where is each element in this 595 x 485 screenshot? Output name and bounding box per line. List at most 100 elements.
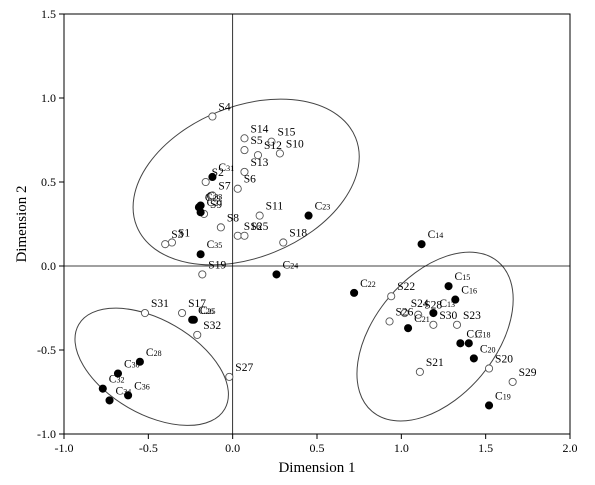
- label-c20: C20: [480, 343, 496, 355]
- x-tick-label: 0.0: [225, 441, 240, 455]
- point-s6: [233, 184, 242, 193]
- label-c14: C14: [428, 229, 444, 241]
- point-s4: [208, 112, 217, 121]
- label-s21: S21: [426, 357, 444, 369]
- point-s22: [387, 292, 396, 301]
- label-s15: S15: [277, 127, 295, 139]
- point-c19: [484, 401, 494, 410]
- label-c21: C21: [414, 313, 430, 325]
- label-s5: S5: [250, 135, 262, 147]
- label-c36: C36: [134, 380, 150, 392]
- cluster-ellipse: [74, 307, 229, 426]
- y-axis-ticks: -1.0 -0.5 0.0 0.5 1.0 1.5: [37, 7, 64, 441]
- point-s7: [208, 191, 217, 200]
- label-s26: S26: [396, 306, 414, 318]
- label-c13: C13: [439, 298, 455, 310]
- label-s7: S7: [218, 180, 230, 192]
- label-s3: S3: [171, 229, 183, 241]
- label-c28: C28: [146, 347, 162, 359]
- label-s19: S19: [208, 259, 226, 271]
- label-s16: S16: [244, 221, 262, 233]
- point-s2: [201, 177, 210, 187]
- point-c36: [124, 391, 133, 400]
- label-c32: C32: [109, 374, 125, 386]
- label-s13: S13: [250, 157, 268, 169]
- label-c16: C16: [461, 285, 477, 297]
- y-tick-label: -0.5: [37, 343, 56, 357]
- x-tick-label: 1.5: [478, 441, 493, 455]
- point-s16: [233, 231, 242, 240]
- label-c18: C18: [475, 328, 491, 340]
- point-c35: [196, 250, 205, 259]
- point-s21: [415, 367, 424, 376]
- cluster-ellipse: [132, 98, 360, 266]
- label-s14: S14: [250, 123, 268, 135]
- y-tick-label: 0.0: [41, 259, 56, 273]
- point-s3: [161, 240, 170, 249]
- point-c20: [469, 354, 478, 363]
- label-c34: C34: [116, 385, 132, 397]
- label-c24: C24: [283, 259, 299, 271]
- point-s13: [240, 167, 249, 176]
- point-s20: [484, 364, 494, 373]
- point-s17: [178, 308, 187, 318]
- point-s28: [414, 310, 423, 319]
- x-axis-ticks: -1.0 -0.5 0.0 0.5 1.0 1.5 2.0: [55, 434, 578, 455]
- plot-frame: [63, 13, 571, 435]
- label-s29: S29: [519, 367, 537, 379]
- point-s25: [240, 231, 249, 240]
- point-s24: [400, 308, 409, 318]
- label-s9: S9: [210, 199, 222, 211]
- point-c21: [404, 324, 413, 333]
- label-s10: S10: [286, 138, 304, 150]
- point-c22: [350, 288, 359, 297]
- label-s24: S24: [411, 298, 429, 310]
- label-s23: S23: [463, 310, 481, 322]
- label-s32: S32: [203, 320, 221, 332]
- point-s30: [429, 320, 438, 329]
- point-s12: [253, 151, 263, 160]
- label-c27: C27: [207, 197, 223, 209]
- x-tick-label: -0.5: [139, 441, 158, 455]
- cluster-ellipse: [356, 251, 514, 422]
- label-c33: C33: [207, 191, 223, 203]
- y-tick-label: 0.5: [41, 175, 56, 189]
- point-s32: [193, 330, 202, 339]
- x-tick-label: 1.0: [394, 441, 409, 455]
- y-axis-title: Dimension 2: [14, 185, 30, 262]
- x-tick-label: 0.5: [310, 441, 325, 455]
- point-c30: [113, 369, 123, 378]
- point-c28: [135, 357, 144, 366]
- label-s27: S27: [235, 362, 253, 374]
- point-s23: [452, 320, 462, 329]
- label-s31: S31: [151, 298, 169, 310]
- label-c31: C31: [218, 162, 234, 174]
- point-c31: [208, 172, 217, 182]
- label-s25: S25: [250, 221, 268, 233]
- label-s30: S30: [439, 310, 457, 322]
- label-c23: C23: [315, 201, 331, 213]
- label-s18: S18: [289, 227, 307, 239]
- label-c17: C17: [466, 328, 482, 340]
- point-s18: [279, 238, 288, 247]
- label-s8: S8: [227, 212, 239, 224]
- label-s2: S2: [212, 167, 224, 179]
- point-s15: [267, 137, 276, 146]
- point-s8: [216, 223, 225, 232]
- point-s5: [240, 146, 249, 155]
- point-s26: [385, 317, 394, 326]
- point-s29: [508, 377, 517, 386]
- point-s27: [225, 372, 234, 381]
- point-c24: [272, 270, 281, 279]
- x-tick-label: -1.0: [55, 441, 74, 455]
- point-c17: [456, 339, 465, 348]
- label-c15: C15: [455, 271, 471, 283]
- point-c23: [304, 211, 313, 220]
- point-s11: [255, 211, 264, 220]
- y-tick-label: 1.0: [41, 91, 56, 105]
- label-s20: S20: [495, 353, 513, 365]
- point-c14: [417, 240, 426, 249]
- x-tick-label: 2.0: [563, 441, 578, 455]
- label-c22: C22: [360, 278, 376, 290]
